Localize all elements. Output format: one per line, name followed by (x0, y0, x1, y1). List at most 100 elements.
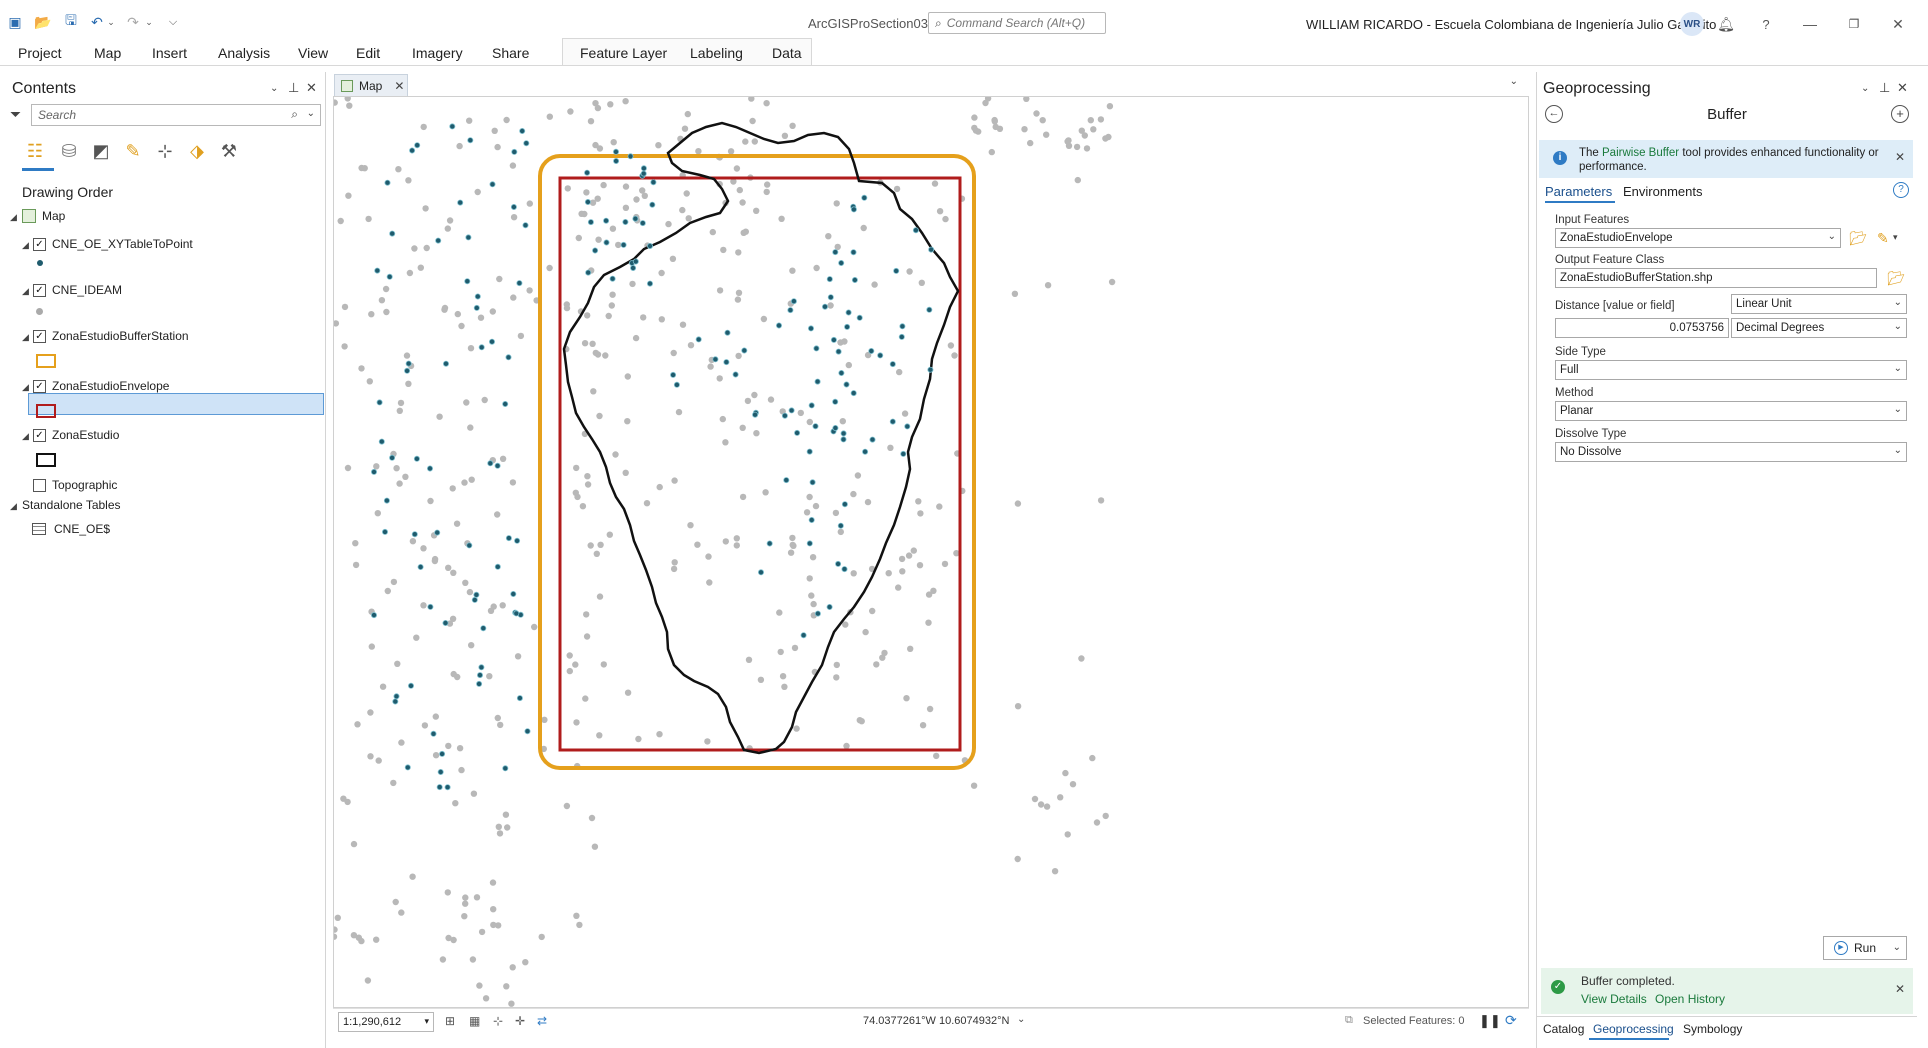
view-details-link[interactable]: View Details (1581, 992, 1647, 1006)
layer-zonaestudiobufferstation[interactable]: ✓ ZonaEstudioBufferStation (33, 329, 189, 343)
edit-pencil-icon[interactable]: ✎ (1877, 230, 1889, 246)
scale-dropdown-icon[interactable]: ▾ (424, 1016, 429, 1026)
run-dropdown-icon[interactable]: ⌄ (1892, 942, 1901, 953)
notifications-bell-icon[interactable]: 🔔︎ (1717, 15, 1735, 32)
output-feature-class-field[interactable]: ZonaEstudioBufferStation.shp (1555, 268, 1877, 288)
undo-dropdown-icon[interactable]: ⌄ (107, 16, 115, 27)
layer-1-checkbox[interactable]: ✓ (33, 283, 46, 297)
pin-icon[interactable]: ⊥ (288, 80, 300, 95)
contents-search-input[interactable]: Search ⌕ ⌄ (31, 104, 321, 126)
minimize-icon[interactable]: — (1803, 16, 1817, 32)
layer-cne-oe-xytabletopoint[interactable]: ✓ CNE_OE_XYTableToPoint (33, 237, 193, 251)
tree-map[interactable]: Map (22, 209, 65, 223)
redo-icon[interactable]: ↷ (127, 13, 139, 30)
snapping-icon[interactable]: ⊹ (493, 1014, 504, 1028)
tab-view[interactable]: View (298, 45, 329, 61)
layer-zonaestudioenvelope[interactable]: ✓ ZonaEstudioEnvelope (33, 379, 169, 393)
standalone-table-item[interactable]: CNE_OE$ (32, 522, 110, 536)
tab-map-view[interactable]: Map ✕ (334, 74, 408, 96)
close-map-tab-icon[interactable]: ✕ (394, 78, 405, 93)
tab-map[interactable]: Map (94, 45, 122, 61)
tab-feature-layer[interactable]: Feature Layer (580, 45, 668, 61)
tab-environments[interactable]: Environments (1623, 184, 1703, 199)
save-project-icon[interactable]: 🖫 (65, 12, 77, 28)
tab-imagery[interactable]: Imagery (412, 45, 463, 61)
list-by-snapping-icon[interactable]: ⊹ (157, 140, 173, 161)
expand-layer-4-icon[interactable]: ◢ (22, 431, 29, 441)
dissolve-type-select[interactable]: No Dissolve ⌄ (1555, 442, 1907, 462)
distance-unit-dropdown-icon[interactable]: ⌄ (1893, 321, 1902, 332)
pairwise-buffer-link[interactable]: Pairwise Buffer (1602, 147, 1680, 159)
list-by-perspective-icon[interactable]: ⚒ (220, 140, 238, 161)
tab-symbology[interactable]: Symbology (1683, 1022, 1743, 1036)
help-icon[interactable]: ? (1762, 16, 1770, 32)
geo-pin-icon[interactable]: ⊥ (1879, 80, 1891, 95)
pane-options-chevron-icon[interactable]: ⌄ (270, 83, 279, 94)
dissolve-type-dropdown-icon[interactable]: ⌄ (1893, 445, 1902, 456)
open-project-icon[interactable]: 📂 (34, 13, 52, 30)
tab-project[interactable]: Project (18, 45, 62, 61)
tab-labeling[interactable]: Labeling (690, 45, 743, 61)
restore-icon[interactable]: ❐ (1848, 17, 1860, 31)
expand-layer-1-icon[interactable]: ◢ (22, 286, 29, 296)
expand-layer-0-icon[interactable]: ◢ (22, 240, 29, 250)
filter-icon[interactable]: ⏷ (10, 106, 22, 122)
geo-pane-options-chevron-icon[interactable]: ⌄ (1861, 83, 1870, 94)
browse-output-folder-icon[interactable]: 📂︎ (1887, 270, 1905, 286)
distance-mode-dropdown-icon[interactable]: ⌄ (1893, 297, 1902, 308)
method-dropdown-icon[interactable]: ⌄ (1893, 404, 1902, 415)
avatar[interactable]: WR (1680, 12, 1704, 36)
tab-data[interactable]: Data (772, 45, 802, 61)
coordinate-format-chevron-icon[interactable]: ⌄ (1017, 1014, 1026, 1025)
distance-unit-select[interactable]: Decimal Degrees ⌄ (1731, 318, 1907, 338)
list-by-editing-icon[interactable]: ✎ (125, 140, 141, 161)
expand-map-icon[interactable]: ◢ (10, 212, 17, 222)
method-select[interactable]: Planar ⌄ (1555, 401, 1907, 421)
redo-dropdown-icon[interactable]: ⌄ (145, 16, 153, 27)
layer-topographic[interactable]: Topographic (33, 478, 117, 492)
command-search-input[interactable]: ⌕ Command Search (Alt+Q) (928, 12, 1106, 34)
close-window-icon[interactable]: ✕ (1892, 15, 1904, 32)
close-info-icon[interactable]: ✕ (1894, 150, 1905, 164)
layer-0-checkbox[interactable]: ✓ (33, 237, 46, 251)
layer-4-checkbox[interactable]: ✓ (33, 428, 46, 442)
tab-insert[interactable]: Insert (152, 45, 188, 61)
layer-5-checkbox[interactable] (33, 478, 46, 492)
pause-drawing-icon[interactable]: ❚❚ (1479, 1013, 1501, 1028)
distance-value-field[interactable]: 0.0753756 (1555, 318, 1729, 338)
customize-toolbar-icon[interactable]: ⌵ (168, 15, 178, 28)
tab-analysis[interactable]: Analysis (218, 45, 271, 61)
back-arrow-icon[interactable]: ← (1545, 105, 1563, 123)
side-type-dropdown-icon[interactable]: ⌄ (1893, 363, 1902, 374)
refresh-icon[interactable]: ⟳ (1505, 1012, 1517, 1028)
close-pane-icon[interactable]: ✕ (306, 80, 317, 95)
expand-standalone-tables-icon[interactable]: ◢ (10, 501, 17, 511)
browse-folder-icon[interactable]: 📂︎ (1849, 230, 1867, 246)
list-by-data-source-icon[interactable]: ⛁ (61, 140, 77, 161)
tab-edit[interactable]: Edit (356, 45, 381, 61)
tab-share[interactable]: Share (492, 45, 530, 61)
standalone-tables-group[interactable]: Standalone Tables (22, 498, 121, 512)
layer-cne-ideam[interactable]: ✓ CNE_IDEAM (33, 283, 122, 297)
open-history-link[interactable]: Open History (1655, 992, 1726, 1006)
constraints-icon[interactable]: ✛ (515, 1014, 526, 1028)
expand-layer-2-icon[interactable]: ◢ (22, 332, 29, 342)
input-features-field[interactable]: ZonaEstudioEnvelope ⌄ (1555, 228, 1841, 248)
input-features-dropdown-icon[interactable]: ⌄ (1827, 231, 1836, 242)
layer-zonaestudio[interactable]: ✓ ZonaEstudio (33, 428, 119, 442)
tab-catalog[interactable]: Catalog (1543, 1022, 1585, 1036)
layer-2-checkbox[interactable]: ✓ (33, 329, 46, 343)
help-tool-icon[interactable]: ? (1893, 182, 1909, 198)
grid-icon[interactable]: ⊞ (445, 1014, 456, 1028)
add-icon[interactable]: + (1891, 105, 1909, 123)
tab-parameters[interactable]: Parameters (1545, 184, 1613, 199)
run-button[interactable]: ▶ Run ⌄ (1823, 936, 1907, 960)
undo-icon[interactable]: ↶ (91, 13, 103, 30)
tab-geoprocessing[interactable]: Geoprocessing (1593, 1022, 1674, 1036)
new-project-icon[interactable]: ▣ (8, 13, 22, 30)
close-message-icon[interactable]: ✕ (1894, 982, 1905, 996)
scale-selector[interactable]: 1:1,290,612 ▾ (338, 1012, 434, 1032)
distance-mode-select[interactable]: Linear Unit ⌄ (1731, 294, 1907, 314)
map-tab-options-chevron-icon[interactable]: ⌄ (1509, 76, 1518, 87)
navigator-icon[interactable]: ⇄ (537, 1014, 548, 1028)
